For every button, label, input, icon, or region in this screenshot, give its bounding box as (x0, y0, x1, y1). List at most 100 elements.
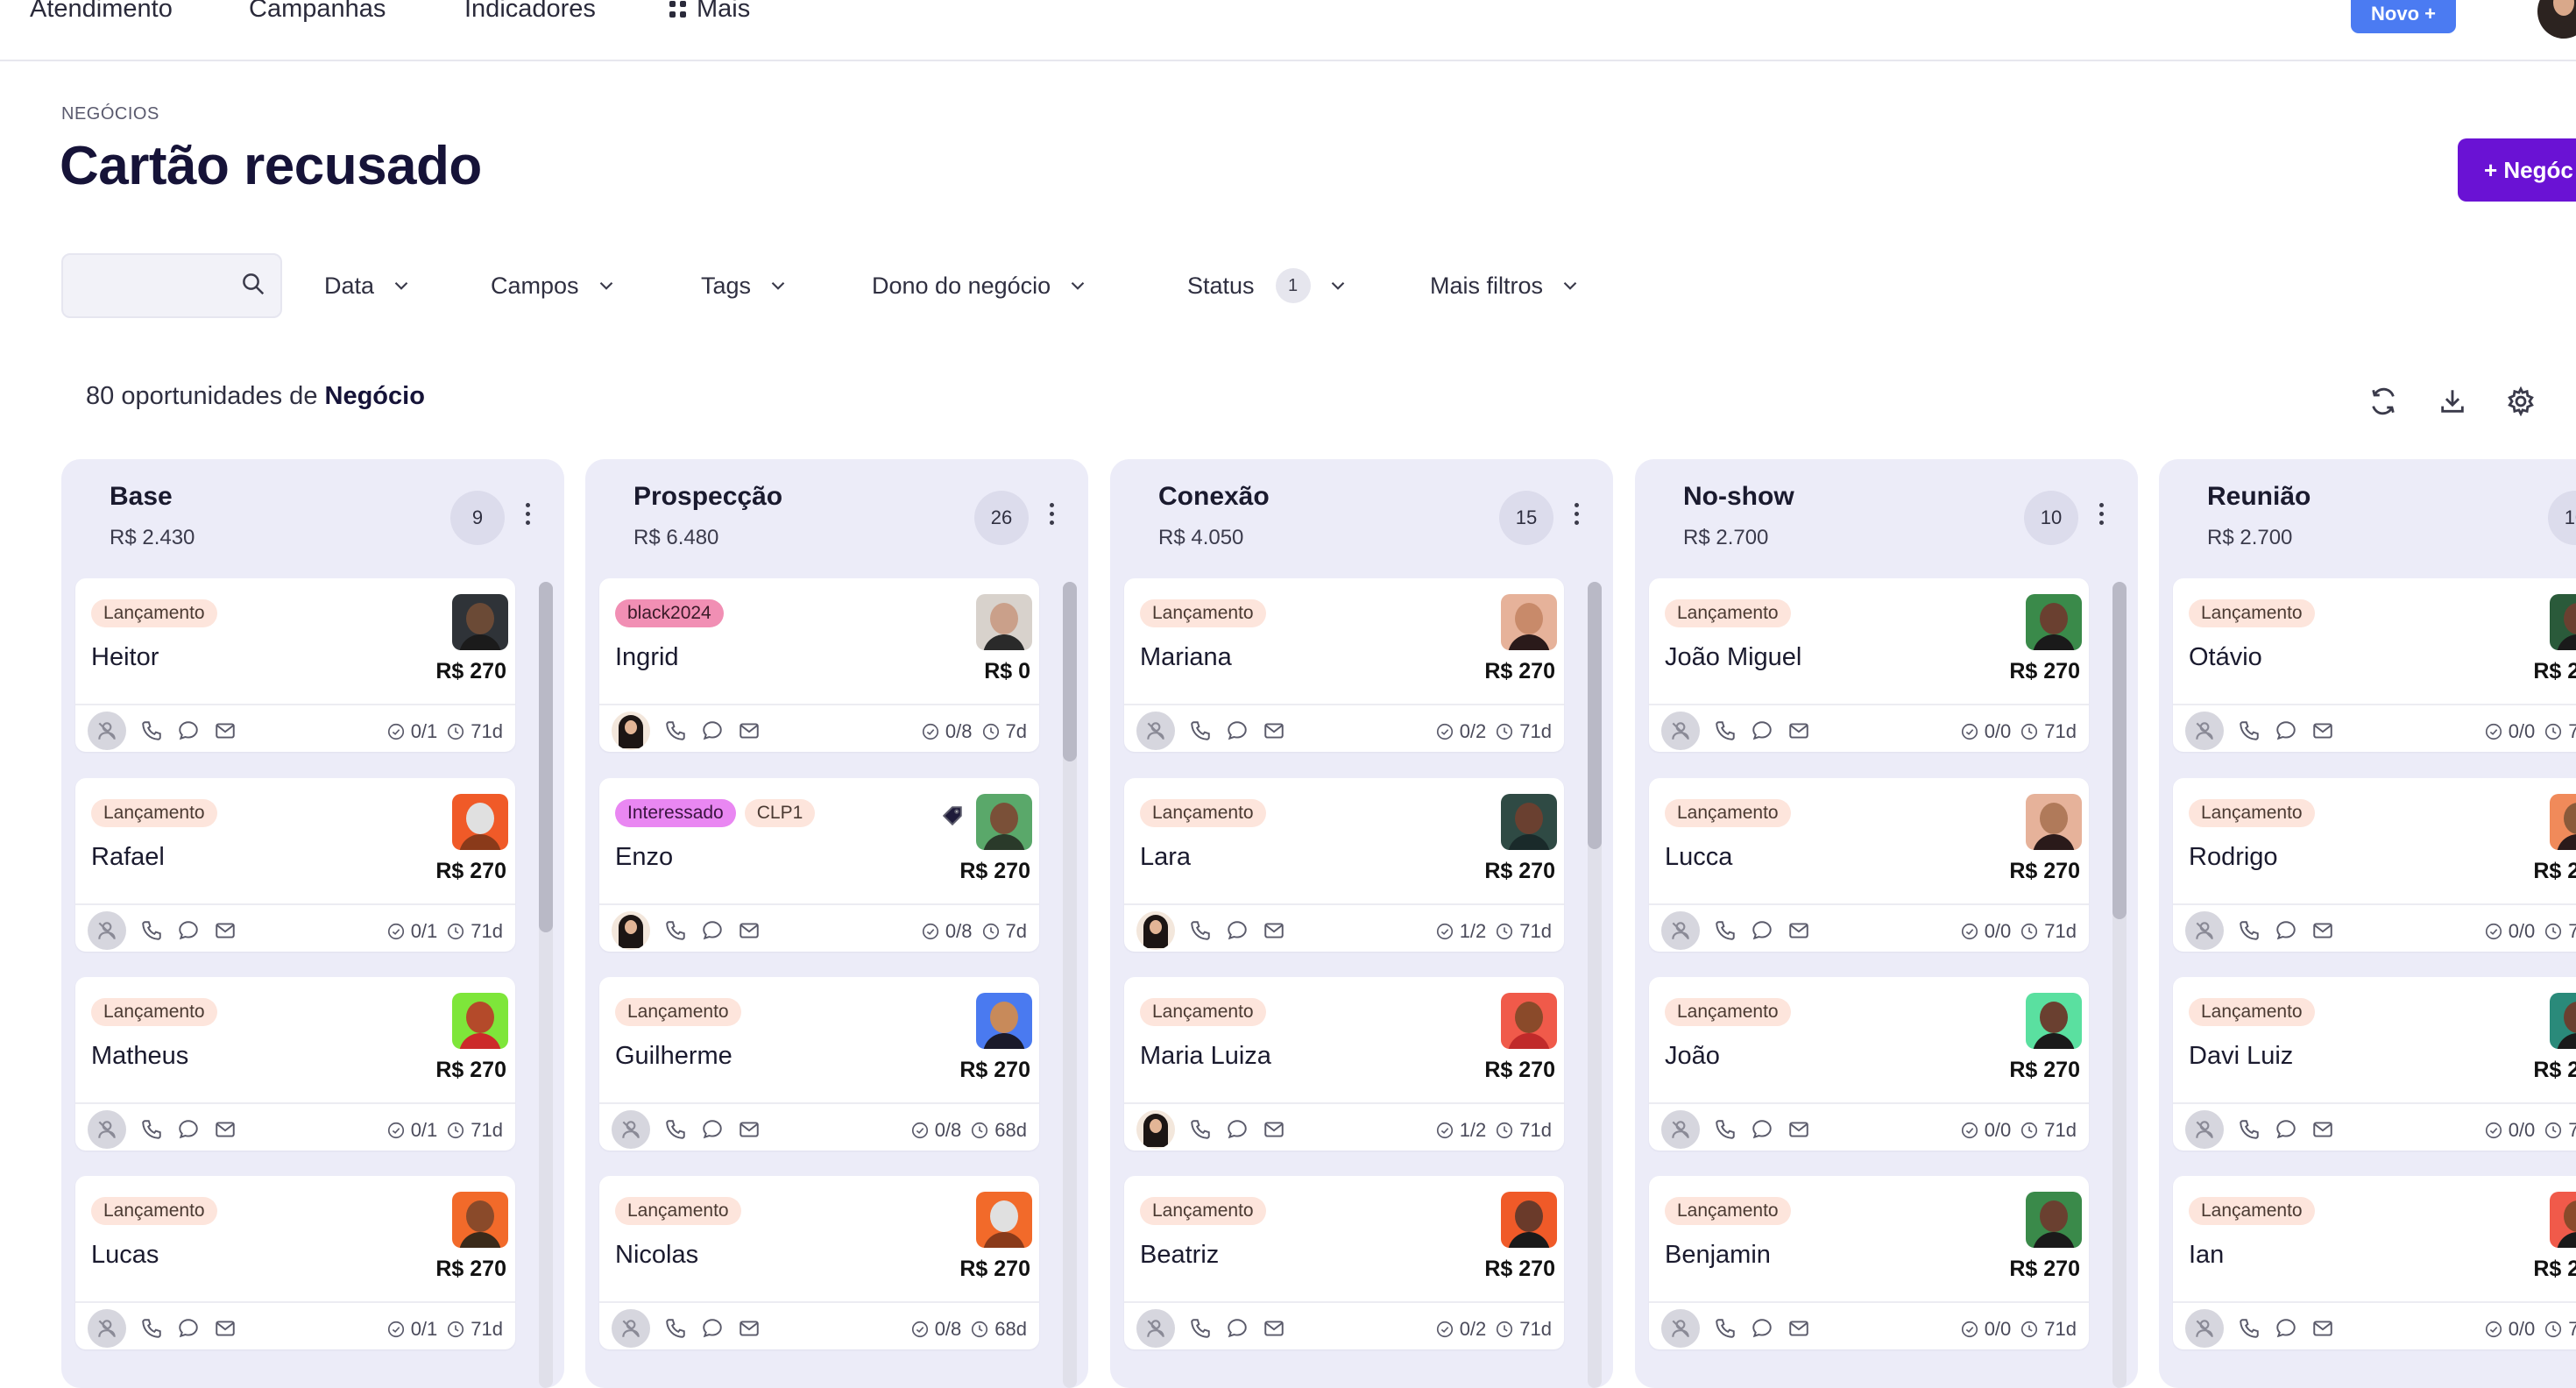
contact-name[interactable]: Nicolas (615, 1241, 699, 1269)
deal-card[interactable]: Lançamento Davi Luiz R$ 270 0/0 71d (2173, 977, 2576, 1151)
chat-icon[interactable] (2275, 919, 2297, 942)
no-owner-icon[interactable] (2185, 1309, 2224, 1348)
deal-card[interactable]: Lançamento Otávio R$ 270 0/0 71d (2173, 578, 2576, 752)
no-owner-icon[interactable] (1661, 1309, 1700, 1348)
contact-name[interactable]: Maria Luiza (1140, 1042, 1271, 1070)
no-owner-icon[interactable] (612, 1309, 650, 1348)
no-owner-icon[interactable] (1661, 1110, 1700, 1149)
no-owner-icon[interactable] (88, 911, 126, 950)
no-owner-icon[interactable] (1661, 712, 1700, 750)
phone-icon[interactable] (1714, 1118, 1737, 1141)
contact-name[interactable]: Ingrid (615, 643, 679, 671)
chat-icon[interactable] (701, 719, 724, 742)
owner-avatar[interactable] (612, 911, 650, 950)
contact-name[interactable]: Beatriz (1140, 1241, 1220, 1269)
phone-icon[interactable] (1714, 919, 1737, 942)
mail-icon[interactable] (738, 919, 761, 942)
deal-card[interactable]: Lançamento Matheus R$ 270 0/1 71d (75, 977, 515, 1151)
no-owner-icon[interactable] (1136, 1309, 1175, 1348)
no-owner-icon[interactable] (2185, 712, 2224, 750)
phone-icon[interactable] (1714, 1317, 1737, 1340)
chat-icon[interactable] (1226, 1118, 1249, 1141)
chat-icon[interactable] (1751, 1317, 1773, 1340)
chat-icon[interactable] (701, 1317, 724, 1340)
phone-icon[interactable] (1189, 1118, 1212, 1141)
filter-dono[interactable]: Dono do negócio (872, 268, 1089, 303)
download-icon[interactable] (2435, 384, 2470, 419)
chat-icon[interactable] (701, 1118, 724, 1141)
phone-icon[interactable] (2238, 719, 2261, 742)
deal-card[interactable]: Interessado CLP1 Enzo R$ 270 0/8 7d (599, 778, 1039, 952)
contact-name[interactable]: Heitor (91, 643, 159, 671)
mail-icon[interactable] (1787, 719, 1810, 742)
contact-name[interactable]: João (1665, 1042, 1720, 1070)
column-scrollbar[interactable] (2112, 582, 2127, 1388)
owner-avatar[interactable] (1136, 911, 1175, 950)
chat-icon[interactable] (177, 1118, 200, 1141)
chat-icon[interactable] (177, 919, 200, 942)
deal-card[interactable]: Lançamento Rafael R$ 270 0/1 71d (75, 778, 515, 952)
column-scrollbar[interactable] (1588, 582, 1602, 1388)
chat-icon[interactable] (1226, 919, 1249, 942)
chat-icon[interactable] (1751, 919, 1773, 942)
chat-icon[interactable] (701, 919, 724, 942)
mail-icon[interactable] (214, 719, 237, 742)
mail-icon[interactable] (2311, 719, 2334, 742)
mail-icon[interactable] (738, 719, 761, 742)
chat-icon[interactable] (1226, 1317, 1249, 1340)
phone-icon[interactable] (664, 1118, 687, 1141)
contact-name[interactable]: Lucas (91, 1241, 159, 1269)
more-vertical-icon[interactable] (1050, 503, 1054, 525)
filter-tags[interactable]: Tags (701, 268, 789, 303)
new-deal-button[interactable]: + Negóc (2458, 138, 2576, 202)
mail-icon[interactable] (738, 1317, 761, 1340)
contact-name[interactable]: Matheus (91, 1042, 189, 1070)
contact-name[interactable]: Guilherme (615, 1042, 732, 1070)
contact-name[interactable]: João Miguel (1665, 643, 1802, 671)
deal-card[interactable]: Lançamento Nicolas R$ 270 0/8 68d (599, 1176, 1039, 1349)
phone-icon[interactable] (140, 719, 163, 742)
mail-icon[interactable] (214, 1317, 237, 1340)
settings-icon[interactable] (2503, 384, 2538, 419)
chat-icon[interactable] (177, 719, 200, 742)
contact-name[interactable]: Lara (1140, 843, 1192, 871)
phone-icon[interactable] (2238, 1317, 2261, 1340)
mail-icon[interactable] (2311, 919, 2334, 942)
phone-icon[interactable] (664, 1317, 687, 1340)
deal-card[interactable]: black2024 Ingrid R$ 0 0/8 7d (599, 578, 1039, 752)
deal-card[interactable]: Lançamento Beatriz R$ 270 0/2 71d (1124, 1176, 1564, 1349)
deal-card[interactable]: Lançamento Lucca R$ 270 0/0 71d (1649, 778, 2089, 952)
deal-card[interactable]: Lançamento Lara R$ 270 1/2 71d (1124, 778, 1564, 952)
deal-card[interactable]: Lançamento Lucas R$ 270 0/1 71d (75, 1176, 515, 1349)
no-owner-icon[interactable] (88, 1309, 126, 1348)
filter-campos[interactable]: Campos (491, 268, 618, 303)
deal-card[interactable]: Lançamento Maria Luiza R$ 270 1/2 71d (1124, 977, 1564, 1151)
deal-card[interactable]: Lançamento João Miguel R$ 270 0/0 71d (1649, 578, 2089, 752)
more-vertical-icon[interactable] (2099, 503, 2104, 525)
more-vertical-icon[interactable] (1575, 503, 1579, 525)
column-scrollbar[interactable] (539, 582, 553, 1388)
deal-card[interactable]: Lançamento João R$ 270 0/0 71d (1649, 977, 2089, 1151)
contact-name[interactable]: Rodrigo (2189, 843, 2278, 871)
phone-icon[interactable] (664, 719, 687, 742)
deal-card[interactable]: Lançamento Mariana R$ 270 0/2 71d (1124, 578, 1564, 752)
phone-icon[interactable] (1189, 719, 1212, 742)
mail-icon[interactable] (738, 1118, 761, 1141)
phone-icon[interactable] (1189, 1317, 1212, 1340)
nav-indicadores[interactable]: Indicadores (464, 0, 596, 24)
phone-icon[interactable] (2238, 1118, 2261, 1141)
no-owner-icon[interactable] (612, 1110, 650, 1149)
chat-icon[interactable] (1226, 719, 1249, 742)
nav-atendimento[interactable]: Atendimento (30, 0, 173, 24)
no-owner-icon[interactable] (1136, 712, 1175, 750)
contact-name[interactable]: Rafael (91, 843, 165, 871)
mail-icon[interactable] (1787, 919, 1810, 942)
chat-icon[interactable] (2275, 1317, 2297, 1340)
search-icon[interactable] (240, 271, 266, 301)
owner-avatar[interactable] (612, 712, 650, 750)
contact-name[interactable]: Davi Luiz (2189, 1042, 2294, 1070)
deal-card[interactable]: Lançamento Rodrigo R$ 270 0/0 71d (2173, 778, 2576, 952)
mail-icon[interactable] (1263, 1118, 1285, 1141)
search-input[interactable] (63, 255, 238, 318)
no-owner-icon[interactable] (2185, 1110, 2224, 1149)
